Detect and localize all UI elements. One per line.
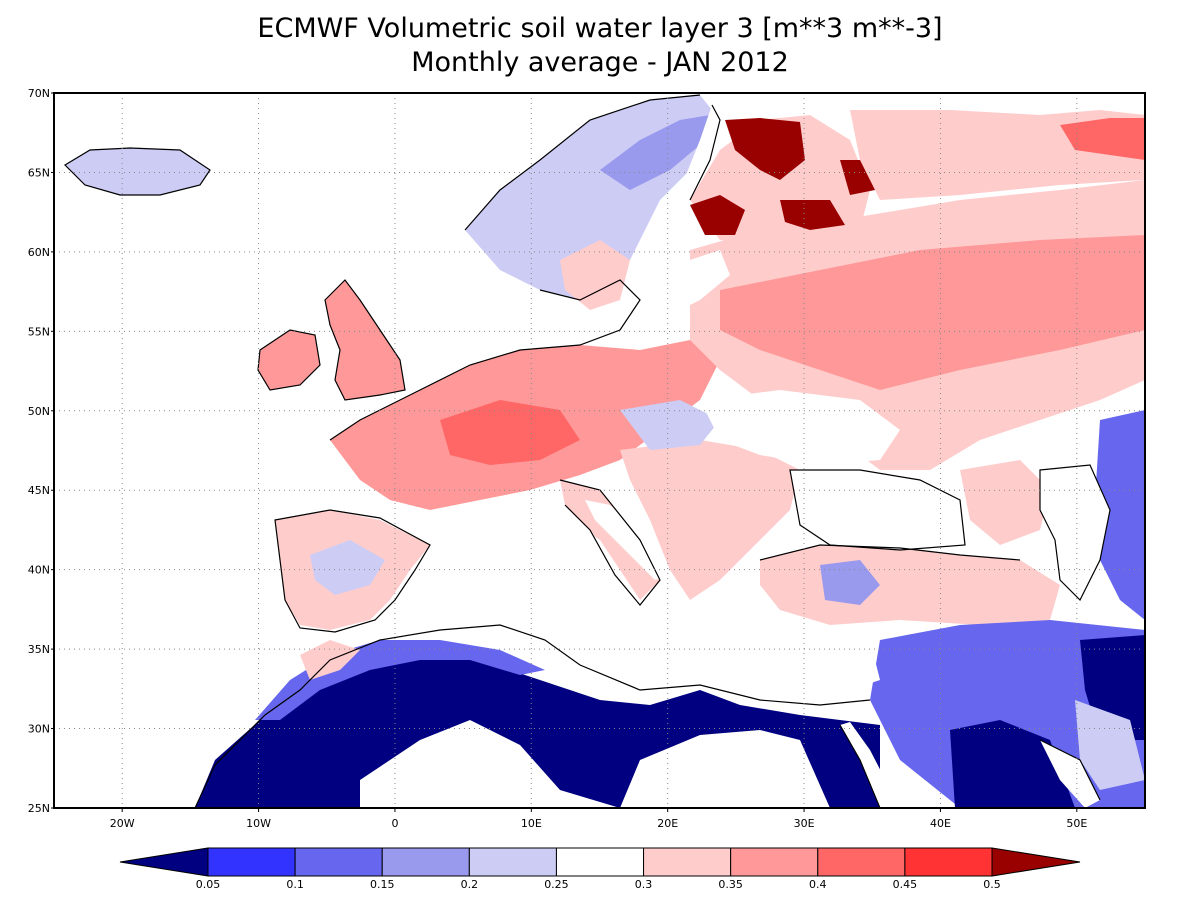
region-balkans <box>620 440 800 600</box>
colorbar-swatch <box>381 847 470 877</box>
colorbar-label: 0.4 <box>809 878 827 891</box>
colorbar-label: 0.5 <box>983 878 1001 891</box>
colorbar-label: 0.3 <box>635 878 653 891</box>
region-anatolia-center <box>820 560 880 605</box>
longitude-tick-label: 0 <box>391 817 398 830</box>
colorbar-swatch <box>817 847 906 877</box>
region-finland-wet-3 <box>780 200 845 230</box>
region-arctic-wet <box>1060 118 1145 160</box>
longitude-tick-label: 20W <box>110 817 135 830</box>
longitude-labels: 20W 10W 0 10E 20E 30E 40E 50E <box>110 808 1087 830</box>
longitude-tick-label: 10E <box>521 817 542 830</box>
latitude-tick-label: 50N <box>28 405 50 418</box>
longitude-tick-label: 50E <box>1066 817 1087 830</box>
latitude-tick-label: 35N <box>28 643 50 656</box>
sea-persian-gulf <box>1040 740 1100 808</box>
sea-bothnia <box>680 105 720 200</box>
sea-caspian <box>1040 465 1110 600</box>
colorbar-swatch <box>294 847 383 877</box>
region-france-core <box>440 400 580 465</box>
sea-baltic <box>620 250 730 325</box>
region-caspian-east <box>1095 410 1145 620</box>
region-iberia-blue <box>310 540 385 595</box>
sea-mediterranean <box>410 515 880 700</box>
map-title: ECMWF Volumetric soil water layer 3 [m**… <box>257 13 943 44</box>
colorbar-label: 0.2 <box>461 878 479 891</box>
latitude-tick-label: 25N <box>28 802 50 815</box>
latitude-tick-label: 60N <box>28 246 50 259</box>
region-russia-core <box>720 235 1145 390</box>
region-arabia-light <box>1075 700 1145 790</box>
latitude-tick-label: 55N <box>28 325 50 338</box>
colorbar-label: 0.45 <box>893 878 918 891</box>
region-caucasus <box>960 460 1050 545</box>
sea-north <box>410 290 520 370</box>
colorbar-swatch <box>555 847 645 877</box>
region-libya-white <box>620 730 830 808</box>
colorbar-low-arrow <box>119 847 209 877</box>
region-ireland <box>258 330 320 390</box>
region-finland-wet-2 <box>690 195 745 235</box>
colorbar-label: 0.1 <box>286 878 304 891</box>
latitude-labels: 70N 65N 60N 55N 50N 45N 40N 35N 30N 25N <box>28 87 54 815</box>
colorbar-swatch <box>904 847 993 877</box>
latitude-tick-label: 45N <box>28 484 50 497</box>
latitude-tick-label: 70N <box>28 87 50 100</box>
latitude-tick-label: 30N <box>28 723 50 736</box>
colorbar-label: 0.25 <box>544 878 569 891</box>
sea-adriatic <box>585 500 670 580</box>
latitude-tick-label: 40N <box>28 564 50 577</box>
colorbar-label: 0.15 <box>370 878 395 891</box>
longitude-tick-label: 40E <box>930 817 951 830</box>
colorbar-swatch <box>468 847 557 877</box>
colorbar-label: 0.05 <box>196 878 221 891</box>
longitude-tick-label: 30E <box>794 817 815 830</box>
latitude-tick-label: 65N <box>28 166 50 179</box>
region-ukraine <box>700 390 900 465</box>
region-sahara-white <box>360 720 620 808</box>
colorbar: 0.05 0.1 0.15 0.2 0.25 0.3 0.35 0.4 0.45 0.5 <box>119 847 1081 891</box>
grid-lines <box>54 92 1145 809</box>
colorbar-swatch <box>730 847 819 877</box>
coastlines <box>64 94 1111 808</box>
region-sweden-south <box>560 240 630 310</box>
region-scandinavian-mountains <box>600 115 710 190</box>
region-finland-wet-1 <box>725 118 805 180</box>
longitude-tick-label: 10W <box>246 817 271 830</box>
plot-frame <box>53 92 1146 809</box>
map-subtitle: Monthly average - JAN 2012 <box>411 47 789 78</box>
region-iceland <box>65 148 210 195</box>
colorbar-high-arrow <box>991 847 1081 877</box>
region-hungary-blue <box>620 400 720 450</box>
soil-water-field <box>64 94 1145 808</box>
colorbar-label: 0.35 <box>718 878 743 891</box>
sea-red <box>840 722 900 808</box>
colorbar-swatch <box>643 847 732 877</box>
sea-black <box>790 470 965 550</box>
colorbar-swatch <box>207 847 296 877</box>
longitude-tick-label: 20E <box>657 817 678 830</box>
region-uk <box>325 280 405 400</box>
